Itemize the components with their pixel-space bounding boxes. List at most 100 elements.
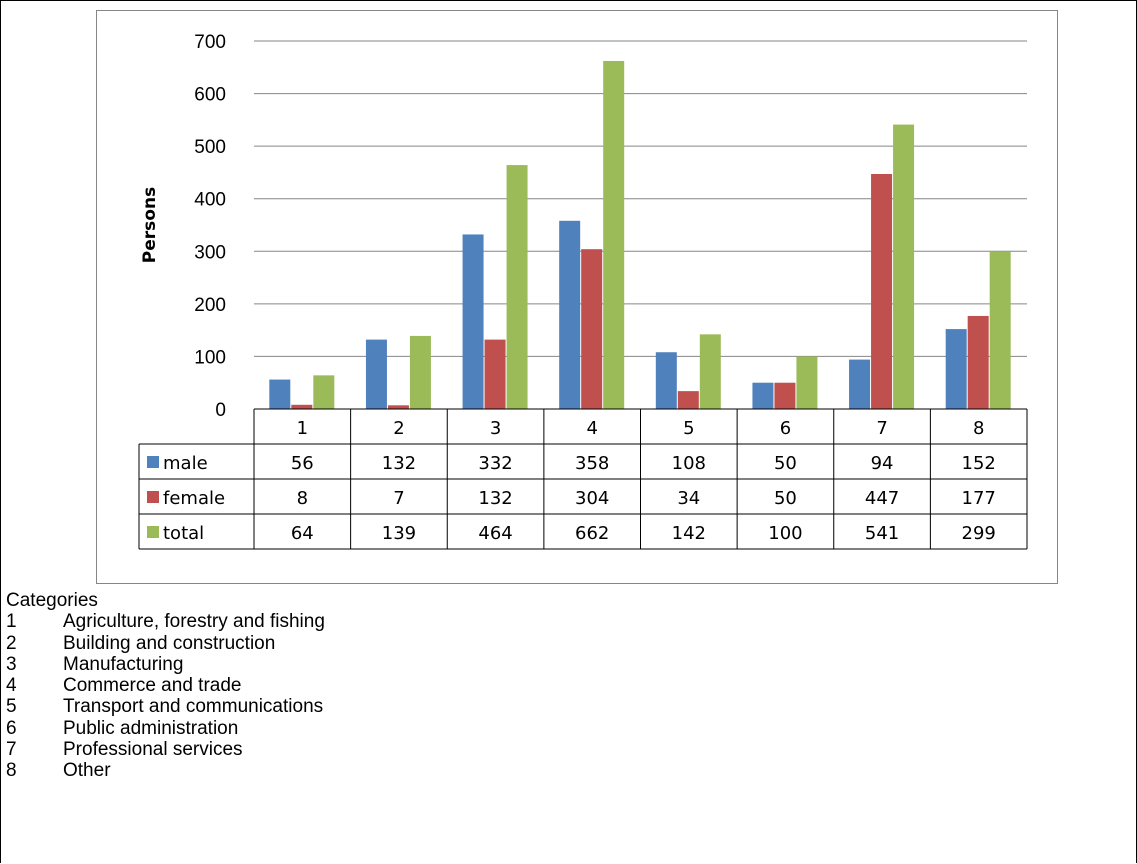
category-item: 7 Professional services <box>6 739 325 760</box>
category-item: 4 Commerce and trade <box>6 675 325 696</box>
legend-label-female: female <box>163 488 225 509</box>
bar-total-3 <box>506 165 528 409</box>
category-label: Building and construction <box>63 632 276 654</box>
category-label: Other <box>63 760 111 782</box>
bar-male-6 <box>752 382 774 409</box>
data-label-total: 464 <box>478 523 512 544</box>
data-label-female: 8 <box>297 488 308 509</box>
bar-female-5 <box>677 391 699 409</box>
x-tick-label: 2 <box>393 418 404 439</box>
data-label-male: 56 <box>291 453 314 474</box>
bar-female-6 <box>774 382 796 409</box>
data-label-total: 142 <box>672 523 706 544</box>
category-number: 6 <box>6 717 17 739</box>
data-label-male: 94 <box>871 453 894 474</box>
y-tick-label: 500 <box>194 137 226 158</box>
y-tick-label: 0 <box>215 400 226 421</box>
legend-key-male <box>147 456 159 468</box>
data-label-male: 50 <box>774 453 797 474</box>
data-label-female: 34 <box>677 488 700 509</box>
legend-key-female <box>147 491 159 503</box>
data-label-male: 332 <box>478 453 512 474</box>
legend-label-total: total <box>163 523 204 544</box>
data-label-female: 50 <box>774 488 797 509</box>
data-label-total: 662 <box>575 523 609 544</box>
bar-female-2 <box>387 405 409 409</box>
category-item: 1 Agriculture, forestry and fishing <box>6 611 325 632</box>
y-tick-label: 300 <box>194 242 226 263</box>
category-number: 8 <box>6 760 17 782</box>
x-tick-label: 1 <box>297 418 308 439</box>
y-tick-label: 600 <box>194 85 226 106</box>
bar-male-7 <box>849 359 871 409</box>
bar-total-7 <box>893 124 915 410</box>
data-label-female: 304 <box>575 488 609 509</box>
category-number: 2 <box>6 632 17 654</box>
bar-male-3 <box>462 234 484 409</box>
categories-legend: Categories 1 Agriculture, forestry and fi… <box>6 590 325 782</box>
legend-key-total <box>147 526 159 538</box>
category-number: 5 <box>6 696 17 718</box>
data-label-total: 139 <box>382 523 416 544</box>
bar-female-3 <box>484 339 506 409</box>
category-label: Transport and communications <box>63 696 324 718</box>
bar-total-8 <box>989 251 1011 409</box>
categories-title: Categories <box>6 590 98 611</box>
category-label: Professional services <box>63 739 243 761</box>
data-label-male: 358 <box>575 453 609 474</box>
bar-male-2 <box>365 339 387 409</box>
category-label: Agriculture, forestry and fishing <box>63 611 325 633</box>
bar-male-8 <box>945 329 967 409</box>
bar-total-2 <box>409 335 431 409</box>
category-item: 5 Transport and communications <box>6 696 325 717</box>
bar-male-4 <box>559 220 581 409</box>
data-label-total: 100 <box>768 523 802 544</box>
bar-female-8 <box>967 315 989 409</box>
legend-label-male: male <box>163 453 208 474</box>
data-label-total: 299 <box>962 523 996 544</box>
x-tick-label: 3 <box>490 418 501 439</box>
categories-list: 1 Agriculture, forestry and fishing 2 Build… <box>6 611 325 781</box>
category-label: Manufacturing <box>63 653 184 675</box>
category-item: 3 Manufacturing <box>6 654 325 675</box>
bar-female-7 <box>871 174 893 409</box>
category-item: 6 Public administration <box>6 718 325 739</box>
bar-total-5 <box>699 334 721 409</box>
category-label: Commerce and trade <box>63 675 242 697</box>
x-tick-label: 8 <box>973 418 984 439</box>
data-label-total: 541 <box>865 523 899 544</box>
x-tick-label: 6 <box>780 418 791 439</box>
bar-male-1 <box>269 379 291 409</box>
bar-total-6 <box>796 356 818 409</box>
category-item: 8 Other <box>6 760 325 781</box>
y-axis-title: Persons <box>140 187 160 263</box>
category-item: 2 Building and construction <box>6 633 325 654</box>
data-label-male: 132 <box>382 453 416 474</box>
category-number: 3 <box>6 653 17 675</box>
y-tick-label: 700 <box>194 32 226 53</box>
category-number: 4 <box>6 675 17 697</box>
x-tick-label: 5 <box>683 418 694 439</box>
data-label-female: 177 <box>962 488 996 509</box>
chart-container: 0 100 200 300 400 500 600 700 Persons 1 2 3 4 5 6 7 8 mal… <box>96 10 1058 584</box>
data-label-total: 64 <box>291 523 314 544</box>
data-label-female: 132 <box>478 488 512 509</box>
data-label-female: 447 <box>865 488 899 509</box>
category-label: Public administration <box>63 717 239 739</box>
bar-male-5 <box>655 352 677 409</box>
bar-female-4 <box>581 249 603 409</box>
data-label-male: 108 <box>672 453 706 474</box>
y-tick-label: 200 <box>194 295 226 316</box>
bar-total-1 <box>313 375 335 409</box>
x-tick-label: 7 <box>876 418 887 439</box>
y-tick-label: 400 <box>194 190 226 211</box>
data-label-male: 152 <box>962 453 996 474</box>
y-tick-label: 100 <box>194 347 226 368</box>
category-number: 7 <box>6 739 17 761</box>
data-label-female: 7 <box>393 488 404 509</box>
category-number: 1 <box>6 611 17 633</box>
x-tick-label: 4 <box>586 418 597 439</box>
bar-total-4 <box>603 60 625 409</box>
bar-female-1 <box>291 404 313 409</box>
